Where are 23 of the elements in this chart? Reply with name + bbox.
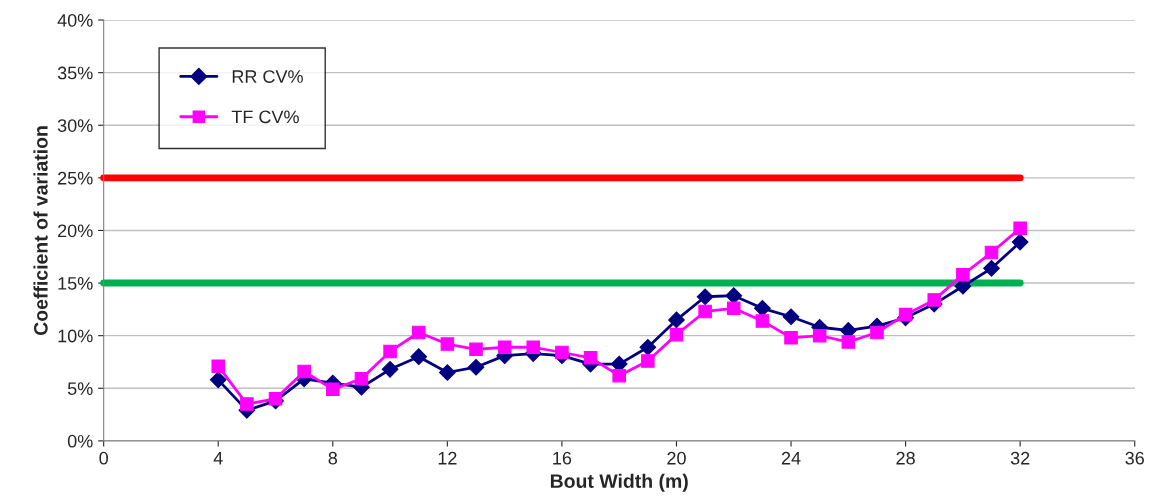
x-tick-label: 20 [667,451,686,465]
y-tick-label: 10% [58,329,93,343]
x-tick-label: 4 [213,451,223,465]
y-tick-label: 25% [58,171,93,185]
y-tick-label: 35% [57,66,93,80]
x-tick-label: 32 [1010,451,1030,465]
y-tick-label: 40% [57,13,93,27]
y-axis-title: Coefficient of variation [33,126,48,335]
x-tick-label: 36 [1125,451,1144,465]
legend-label: RR CV% [232,70,303,83]
x-tick-label: 16 [553,451,572,465]
x-tick-label: 12 [438,451,457,465]
y-tick-label: 20% [58,224,93,238]
x-tick-label: 0 [99,451,108,465]
x-tick-label: 8 [328,451,338,465]
x-tick-label: 28 [896,451,915,465]
x-tick-label: 24 [781,451,801,465]
y-tick-label: 5% [67,382,93,395]
x-axis-title: Bout Width (m) [550,473,688,492]
y-tick-label: 0% [67,434,93,448]
y-tick-label: 30% [57,119,93,132]
y-tick-label: 15% [58,277,93,290]
legend-label: TF CV% [231,110,299,124]
